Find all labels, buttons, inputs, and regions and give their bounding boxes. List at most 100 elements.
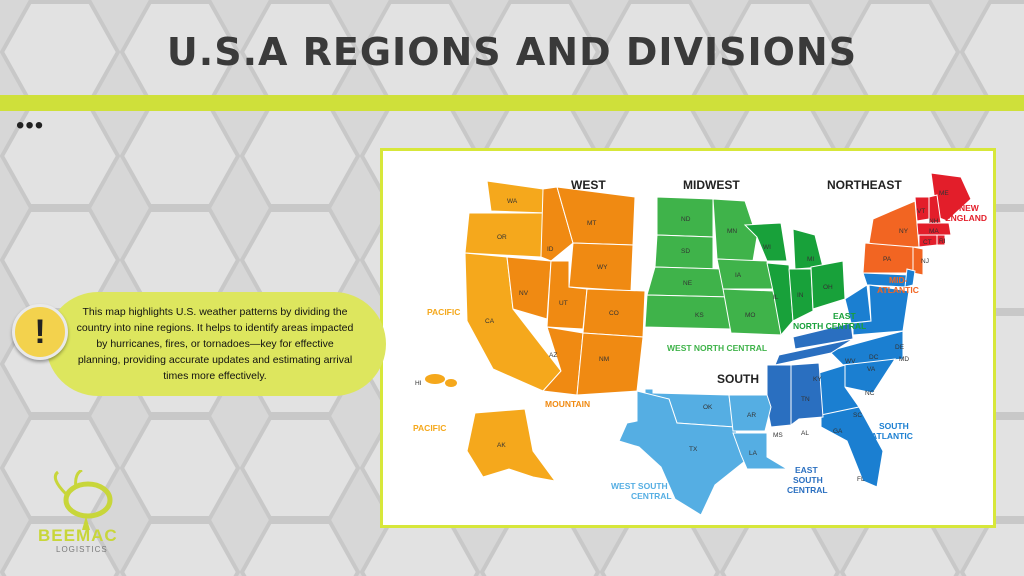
state-az <box>541 326 584 396</box>
state-ia <box>716 258 774 290</box>
state-il <box>766 262 794 337</box>
label-tn: TN <box>801 396 810 403</box>
label-mn: MN <box>727 228 737 235</box>
state-hi <box>425 374 445 384</box>
map-canvas: WA OR CA NV ID MT WY UT CO AZ NM HI AK N… <box>413 172 987 516</box>
label-nv: NV <box>519 290 529 297</box>
division-west-south-central-label-2: CENTRAL <box>631 491 672 501</box>
state-ny <box>868 200 920 248</box>
label-al: AL <box>801 430 809 437</box>
label-wi: WI <box>763 244 771 251</box>
division-east-south-central-label-2: SOUTH <box>793 475 823 485</box>
label-ny: NY <box>899 228 909 235</box>
label-oh: OH <box>823 284 833 291</box>
label-az: AZ <box>549 352 557 359</box>
label-il: IL <box>773 294 779 301</box>
state-nc <box>828 330 904 366</box>
division-east-south-central-label-3: CENTRAL <box>787 485 828 495</box>
state-tn <box>774 338 854 366</box>
label-nc: NC <box>865 390 875 397</box>
label-pa: PA <box>883 256 892 263</box>
label-wa: WA <box>507 198 518 205</box>
label-ut: UT <box>559 300 568 307</box>
label-la: LA <box>749 450 758 457</box>
label-ia: IA <box>735 272 742 279</box>
state-in <box>788 268 814 322</box>
division-new-england-label-2: ENGLAND <box>945 213 987 223</box>
state-mo <box>722 288 784 336</box>
label-ks: KS <box>695 312 704 319</box>
page-title: U.S.A REGIONS AND DIVISIONS <box>166 30 858 74</box>
region-midwest-label: MIDWEST <box>683 178 740 192</box>
label-id: ID <box>547 246 554 253</box>
label-me: ME <box>939 190 949 197</box>
division-south-atlantic-label-1: SOUTH <box>879 421 909 431</box>
label-wv: WV <box>845 358 856 365</box>
label-mo: MO <box>745 312 755 319</box>
logo-brand-text: BEEMAC <box>38 526 118 545</box>
division-east-south-central-label-1: EAST <box>795 465 818 475</box>
label-ne: NE <box>683 280 693 287</box>
label-ca: CA <box>485 318 495 325</box>
bee-logo-icon <box>53 470 113 530</box>
label-ok: OK <box>703 404 713 411</box>
state-nj <box>912 246 924 276</box>
label-tx: TX <box>689 446 698 453</box>
label-ar: AR <box>747 412 756 419</box>
map-description: This map highlights U.S. weather pattern… <box>46 292 386 396</box>
title-accent-bar <box>0 95 1024 111</box>
state-ar <box>728 394 772 432</box>
label-mt: MT <box>587 220 596 227</box>
state-id <box>540 186 574 262</box>
division-mid-atlantic-label-2: ATLANTIC <box>877 285 919 295</box>
division-mid-atlantic-label-1: MID- <box>889 275 908 285</box>
label-nh: NH <box>929 218 939 225</box>
label-ri: RI <box>939 238 946 245</box>
division-pacific-label: PACIFIC <box>427 307 460 317</box>
label-md: MD <box>899 356 909 363</box>
state-mn <box>712 198 758 262</box>
label-vt: VT <box>917 208 925 215</box>
state-ak <box>466 408 557 482</box>
logo-sub-text: LOGISTICS <box>56 545 108 554</box>
label-sc: SC <box>853 412 862 419</box>
region-northeast-label: NORTHEAST <box>827 178 902 192</box>
label-fl: FL <box>857 476 865 483</box>
state-fl <box>820 406 884 488</box>
label-ct: CT <box>923 239 932 246</box>
state-wi <box>743 222 788 262</box>
label-co: CO <box>609 310 619 317</box>
division-east-north-central-label-2: NORTH CENTRAL <box>793 321 866 331</box>
state-mi <box>792 228 824 270</box>
division-west-south-central-label-1: WEST SOUTH <box>611 481 668 491</box>
division-pacific-2-label: PACIFIC <box>413 423 446 433</box>
label-or: OR <box>497 234 507 241</box>
state-ms <box>766 364 792 428</box>
label-nd: ND <box>681 216 691 223</box>
label-de: DE <box>895 344 905 351</box>
warning-icon: ! <box>12 304 68 360</box>
state-wa <box>486 180 548 214</box>
division-east-north-central-label-1: EAST <box>833 311 856 321</box>
label-dc: DC <box>869 354 879 361</box>
state-ri <box>936 234 946 246</box>
label-hi: HI <box>415 380 422 387</box>
state-al <box>790 362 824 426</box>
state-nm <box>576 332 644 396</box>
label-ma: MA <box>929 228 939 235</box>
division-west-north-central-label: WEST NORTH CENTRAL <box>667 343 767 353</box>
label-ak: AK <box>497 442 506 449</box>
label-wy: WY <box>597 264 608 271</box>
label-ga: GA <box>833 428 843 435</box>
more-dots-icon: ••• <box>16 112 45 139</box>
label-ky: KY <box>813 376 822 383</box>
state-de <box>904 268 916 288</box>
state-labels: WA OR CA NV ID MT WY UT CO AZ NM HI AK N… <box>415 190 949 483</box>
label-sd: SD <box>681 248 690 255</box>
division-mountain-label: MOUNTAIN <box>545 399 590 409</box>
label-ms: MS <box>773 432 783 439</box>
label-mi: MI <box>807 256 814 263</box>
state-hi-island-2 <box>445 379 457 387</box>
region-west-label: WEST <box>571 178 606 192</box>
state-tx <box>618 390 746 516</box>
